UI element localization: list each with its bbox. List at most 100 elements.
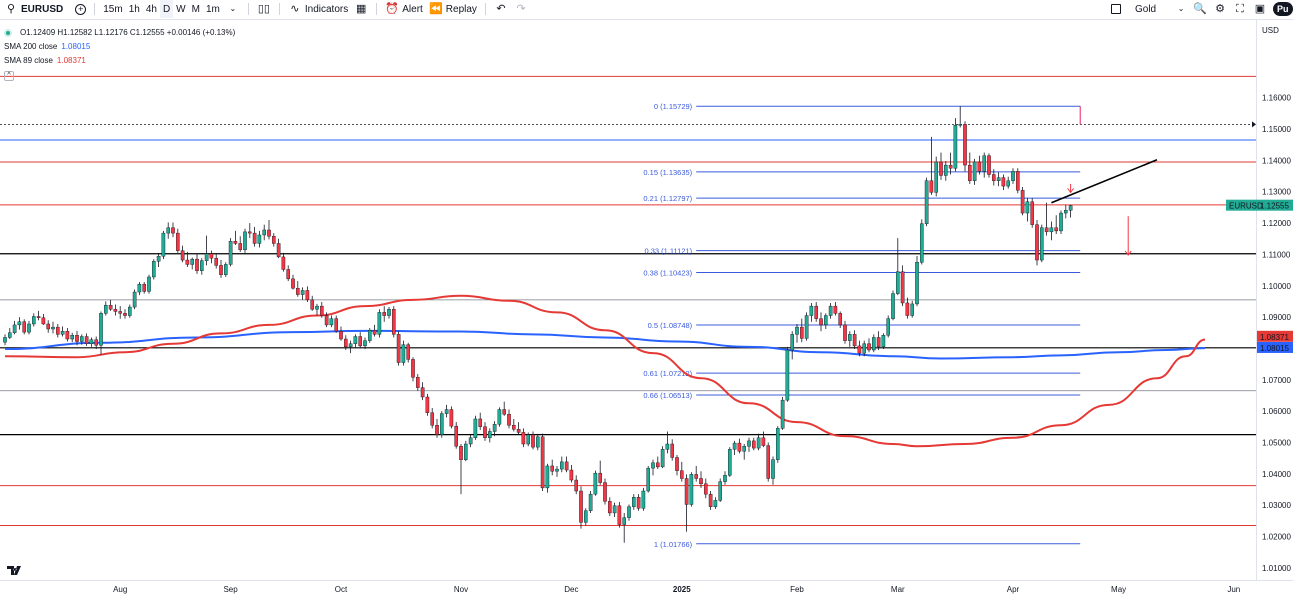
candle-down[interactable] bbox=[1035, 224, 1039, 261]
candle-down[interactable] bbox=[948, 164, 953, 169]
candle-up[interactable] bbox=[7, 332, 12, 338]
candle-down[interactable] bbox=[656, 462, 660, 468]
candle-up[interactable] bbox=[689, 474, 694, 505]
candle-down[interactable] bbox=[598, 472, 602, 483]
candle-up[interactable] bbox=[651, 462, 655, 469]
candle-down[interactable] bbox=[737, 442, 742, 452]
candle-down[interactable] bbox=[968, 164, 972, 181]
candle-up[interactable] bbox=[824, 315, 828, 326]
candle-up[interactable] bbox=[12, 324, 17, 333]
candle-up[interactable] bbox=[593, 472, 598, 495]
candle-down[interactable] bbox=[75, 335, 79, 342]
candle-down[interactable] bbox=[113, 309, 118, 312]
candle-down[interactable] bbox=[214, 257, 219, 266]
candle-down[interactable] bbox=[118, 311, 122, 314]
candle-down[interactable] bbox=[449, 409, 454, 427]
alert-button[interactable]: ⏰ Alert bbox=[382, 0, 426, 18]
candle-down[interactable] bbox=[603, 482, 607, 502]
candle-up[interactable] bbox=[804, 315, 809, 339]
candle-up[interactable] bbox=[497, 409, 502, 425]
candle-up[interactable] bbox=[199, 260, 204, 271]
redo-button[interactable]: ↷ bbox=[511, 0, 531, 18]
candle-down[interactable] bbox=[516, 429, 521, 433]
candle-down[interactable] bbox=[305, 290, 310, 301]
candle-up[interactable] bbox=[70, 335, 74, 340]
candle-down[interactable] bbox=[1016, 171, 1020, 191]
candle-up[interactable] bbox=[1039, 227, 1044, 261]
candle-down[interactable] bbox=[617, 505, 622, 525]
candle-down[interactable] bbox=[569, 469, 574, 481]
candle-down[interactable] bbox=[435, 425, 439, 435]
sma89-row[interactable]: SMA 89 close 1.08371 bbox=[4, 54, 235, 68]
candle-up[interactable] bbox=[17, 321, 22, 326]
interval-dropdown[interactable]: ⌄ bbox=[223, 0, 243, 18]
candle-up[interactable] bbox=[99, 313, 103, 346]
candle-down[interactable] bbox=[84, 336, 89, 344]
candle-down[interactable] bbox=[521, 432, 526, 445]
candle-up[interactable] bbox=[886, 318, 890, 336]
candle-up[interactable] bbox=[809, 305, 814, 316]
candle-down[interactable] bbox=[636, 497, 641, 509]
candle-down[interactable] bbox=[392, 309, 396, 335]
candle-up[interactable] bbox=[262, 229, 267, 236]
candle-down[interactable] bbox=[876, 337, 881, 348]
snapshot-button[interactable]: ▣ bbox=[1250, 0, 1270, 18]
candle-down[interactable] bbox=[41, 317, 46, 325]
candle-down[interactable] bbox=[680, 470, 684, 479]
candle-up[interactable] bbox=[920, 223, 924, 263]
candle-down[interactable] bbox=[219, 265, 223, 275]
candle-up[interactable] bbox=[32, 316, 36, 325]
candle-up[interactable] bbox=[555, 468, 559, 472]
candle-down[interactable] bbox=[175, 232, 180, 251]
collapse-legend-button[interactable]: ^ bbox=[4, 71, 14, 81]
candle-up[interactable] bbox=[742, 446, 746, 452]
candle-up[interactable] bbox=[828, 305, 833, 316]
candle-down[interactable] bbox=[22, 321, 27, 333]
interval-w[interactable]: W bbox=[176, 3, 186, 15]
candle-down[interactable] bbox=[507, 414, 511, 426]
candle-down[interactable] bbox=[694, 474, 698, 479]
candle-down[interactable] bbox=[108, 304, 113, 310]
candle-up[interactable] bbox=[660, 449, 665, 468]
candle-down[interactable] bbox=[296, 288, 300, 295]
candle-down[interactable] bbox=[564, 461, 569, 471]
candle-up[interactable] bbox=[363, 340, 367, 347]
candle-up[interactable] bbox=[377, 312, 382, 335]
candle-down[interactable] bbox=[1001, 177, 1006, 187]
candle-up[interactable] bbox=[1063, 210, 1068, 214]
candle-down[interactable] bbox=[977, 161, 982, 172]
candle-up[interactable] bbox=[718, 481, 722, 501]
candle-up[interactable] bbox=[665, 443, 670, 450]
candle-down[interactable] bbox=[276, 243, 281, 258]
candle-up[interactable] bbox=[440, 413, 444, 435]
candle-up[interactable] bbox=[223, 264, 228, 275]
candle-down[interactable] bbox=[238, 243, 243, 250]
candle-up[interactable] bbox=[51, 326, 55, 330]
candle-down[interactable] bbox=[252, 232, 257, 244]
candle-up[interactable] bbox=[3, 337, 7, 343]
candle-down[interactable] bbox=[372, 330, 377, 335]
candle-up[interactable] bbox=[536, 436, 540, 448]
candle-down[interactable] bbox=[963, 124, 967, 166]
candle-down[interactable] bbox=[699, 478, 703, 485]
candle-up[interactable] bbox=[103, 304, 108, 314]
candle-down[interactable] bbox=[761, 437, 766, 446]
candle-up[interactable] bbox=[795, 326, 799, 335]
sma200-line[interactable] bbox=[4, 329, 1206, 360]
candle-down[interactable] bbox=[185, 259, 190, 265]
candle-down[interactable] bbox=[65, 330, 70, 340]
candle-up[interactable] bbox=[60, 330, 65, 335]
candle-up[interactable] bbox=[747, 440, 751, 447]
candle-down[interactable] bbox=[56, 326, 60, 335]
candle-up[interactable] bbox=[353, 336, 358, 344]
candle-up[interactable] bbox=[526, 434, 530, 445]
candle-down[interactable] bbox=[310, 299, 315, 310]
candle-down[interactable] bbox=[675, 457, 679, 471]
fullscreen-button[interactable]: ⛶ bbox=[1230, 0, 1250, 18]
candle-up[interactable] bbox=[790, 334, 794, 351]
candle-down[interactable] bbox=[766, 445, 770, 479]
candle-down[interactable] bbox=[123, 313, 127, 316]
replay-button[interactable]: ⏪ Replay bbox=[426, 0, 480, 18]
quick-search-button[interactable]: 🔍 bbox=[1190, 0, 1210, 18]
